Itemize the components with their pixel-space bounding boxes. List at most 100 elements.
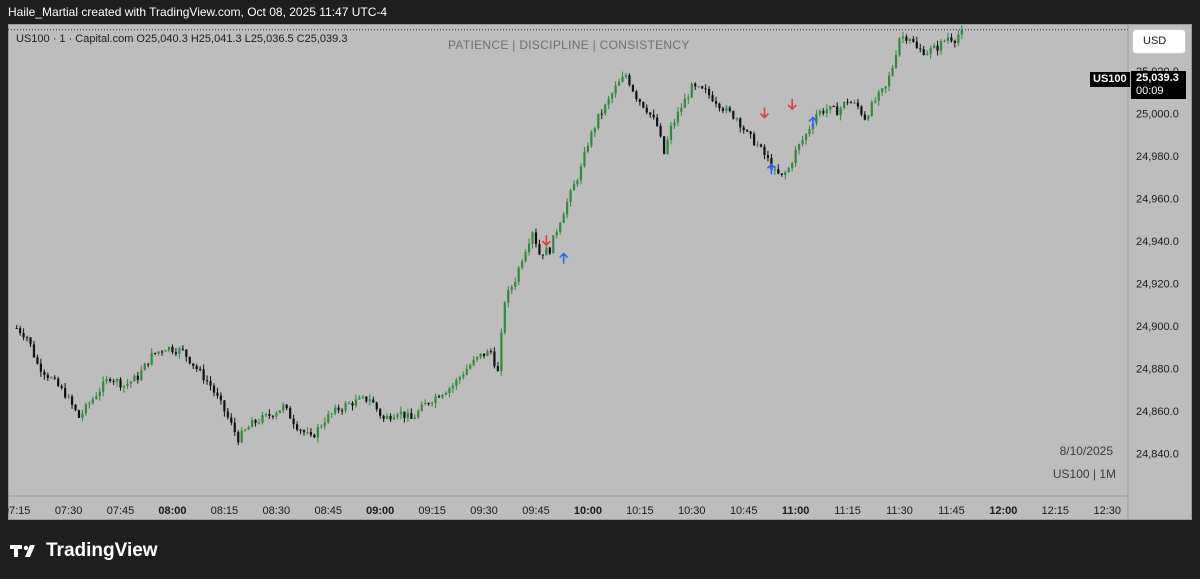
candle-body — [91, 399, 94, 404]
candle-body — [614, 85, 617, 94]
candle-body — [843, 101, 846, 108]
candle — [278, 410, 281, 414]
candle-body — [621, 76, 624, 82]
candle-body — [417, 410, 420, 418]
candle-body — [188, 356, 191, 364]
candle-body — [853, 102, 856, 104]
candle — [832, 105, 835, 108]
candle — [157, 351, 160, 356]
candle — [628, 73, 631, 87]
candle — [275, 410, 278, 420]
candle-body — [597, 113, 600, 129]
time-axis: 07:15 07:30 07:45 08:00 08:15 08:30 08:45 09:00… — [8, 505, 1121, 517]
candle-body — [919, 48, 922, 50]
candle-body — [645, 107, 648, 113]
candle — [164, 349, 167, 352]
candle — [188, 356, 191, 365]
candle-body — [39, 363, 42, 372]
candle-body — [888, 75, 891, 87]
symbol-price-label: US100 — [1090, 72, 1130, 87]
candle — [57, 376, 60, 387]
candle-body — [683, 98, 686, 108]
candle-body — [749, 131, 752, 135]
candle-body — [109, 379, 112, 381]
candle-body — [593, 128, 596, 133]
candle — [247, 425, 250, 430]
candle-body — [912, 38, 915, 42]
candle-body — [64, 387, 67, 398]
candle-body — [732, 111, 735, 119]
candle — [926, 50, 929, 56]
candle-body — [129, 381, 133, 384]
candle-body — [244, 429, 247, 431]
candle — [500, 328, 503, 376]
candle — [957, 30, 960, 47]
candle-body — [832, 106, 835, 108]
candle-body — [926, 53, 929, 55]
candle-body — [579, 166, 583, 181]
candle — [431, 401, 434, 407]
candle-body — [268, 414, 271, 416]
candle-body — [150, 352, 153, 365]
candle-body — [95, 396, 98, 400]
top-caption-bar: Haile_Martial created with TradingView.c… — [0, 0, 1200, 24]
candle — [642, 101, 645, 109]
symbol-ohlc-legend[interactable]: US100 · 1 · Capital.com O25,040.3 H25,04… — [16, 33, 348, 45]
candle — [697, 85, 700, 88]
candle-body — [361, 396, 364, 398]
sell-signal-arrow — [787, 99, 797, 111]
candle — [707, 86, 711, 99]
candle — [666, 136, 669, 155]
candle-body — [431, 403, 434, 405]
candle-body — [763, 146, 766, 156]
candle — [340, 408, 344, 415]
candle — [46, 372, 49, 381]
candle-body — [212, 385, 216, 393]
candle-body — [285, 404, 288, 409]
candle — [732, 110, 735, 120]
candle — [244, 428, 247, 432]
currency-button[interactable]: USD — [1132, 29, 1186, 54]
candle-body — [687, 97, 690, 99]
candle — [662, 136, 666, 155]
candle — [881, 87, 884, 96]
candle-body — [205, 380, 209, 382]
candle-body — [759, 144, 763, 147]
candle-body — [354, 399, 358, 406]
candle — [874, 96, 877, 104]
candle-body — [60, 386, 63, 388]
candle-body — [98, 391, 101, 397]
candle-body — [126, 383, 129, 386]
candle-body — [115, 379, 119, 382]
candle — [746, 128, 749, 133]
info-date: 8/10/2025 — [1059, 444, 1113, 458]
candle — [763, 144, 766, 160]
candle-body — [825, 109, 828, 114]
candle — [192, 363, 195, 370]
chart-pane[interactable] — [8, 24, 1192, 520]
candle-body — [784, 172, 787, 175]
candle — [299, 428, 302, 435]
candle — [133, 374, 136, 382]
candle — [756, 141, 759, 148]
candle-body — [559, 222, 562, 232]
candle-body — [462, 374, 465, 378]
candle-body — [694, 83, 697, 87]
candle-body — [957, 34, 960, 43]
candle — [469, 363, 472, 370]
candlestick-chart[interactable]: 24,840.0 24,860.0 24,880.0 24,900.0 24,920.0… — [8, 24, 1192, 520]
candle — [140, 365, 143, 382]
candle — [482, 353, 486, 359]
candle — [358, 395, 361, 400]
candle-body — [368, 399, 371, 402]
candle — [735, 116, 738, 122]
candle — [257, 418, 261, 425]
candle-body — [714, 101, 718, 104]
candle — [282, 402, 285, 414]
candle — [922, 45, 925, 56]
candles-layer — [15, 25, 963, 445]
candle-body — [642, 101, 645, 108]
candle — [690, 82, 693, 98]
tradingview-logo[interactable]: TradingView — [10, 540, 158, 562]
candle-body — [777, 169, 780, 174]
